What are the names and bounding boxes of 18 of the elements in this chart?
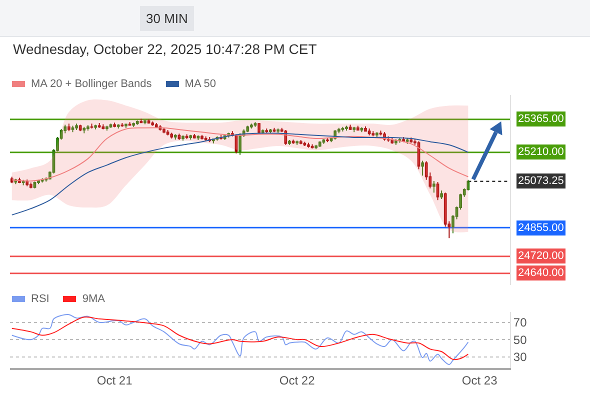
legend-label: RSI [31, 293, 50, 305]
y-tick-label: 30 [513, 350, 528, 364]
legend-label: MA 50 [184, 78, 216, 90]
ref-line-label: 24720.00 [518, 250, 564, 262]
ref-line-label: 24640.00 [518, 267, 564, 279]
chart-subtitle: Wednesday, October 22, 2025 10:47:28 PM CET [13, 41, 317, 57]
x-tick-label: Oct 21 [96, 373, 133, 388]
ref-line-label: 24855.00 [518, 222, 564, 234]
ref-line-label: 25073.25 [518, 175, 564, 187]
text: 30 MIN [140, 6, 194, 31]
x-tick-label: Oct 22 [279, 373, 316, 388]
y-tick-label: 70 [513, 316, 528, 330]
ref-line-label: 25210.00 [518, 146, 564, 158]
ref-line-label: 25365.00 [518, 113, 564, 125]
y-tick-label: 50 [513, 332, 528, 347]
x-tick-label: Oct 23 [462, 373, 498, 388]
legend-label: 9MA [82, 293, 105, 305]
legend-label: MA 20 + Bollinger Bands [31, 78, 152, 90]
